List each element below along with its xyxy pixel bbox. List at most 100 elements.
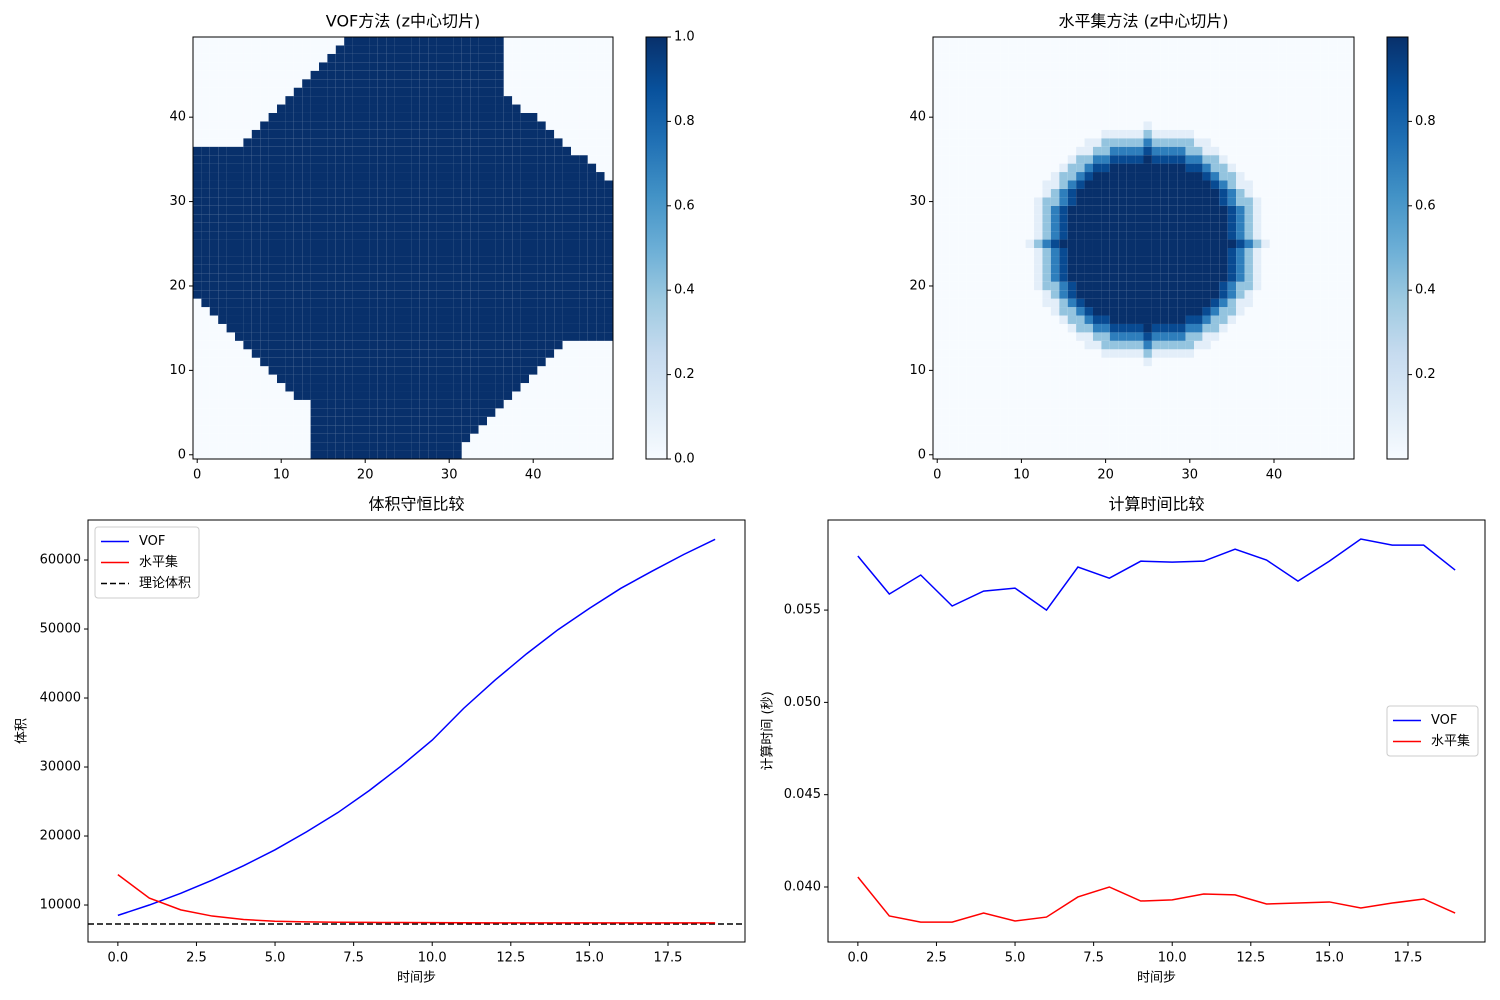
heatmap-cell xyxy=(571,239,580,248)
heatmap-cell xyxy=(1025,45,1035,54)
heatmap-cell xyxy=(1000,332,1009,341)
heatmap-cell xyxy=(344,256,353,265)
heatmap-cell xyxy=(218,264,227,274)
heatmap-cell xyxy=(554,129,563,139)
heatmap-cell xyxy=(1303,239,1312,248)
heatmap-cell xyxy=(1143,290,1152,299)
heatmap-cell xyxy=(495,307,504,316)
heatmap-cell xyxy=(975,121,984,130)
heatmap-cell xyxy=(209,433,219,443)
heatmap-cell xyxy=(512,307,521,316)
heatmap-cell xyxy=(1252,45,1262,54)
heatmap-cell xyxy=(377,87,387,97)
heatmap-cell xyxy=(503,155,513,164)
heatmap-cell xyxy=(1101,332,1110,341)
heatmap-cell xyxy=(1303,408,1312,417)
heatmap-cell xyxy=(268,53,277,63)
heatmap-cell xyxy=(445,37,454,46)
heatmap-cell xyxy=(1160,146,1169,156)
heatmap-cell xyxy=(1034,70,1043,80)
heatmap-cell xyxy=(487,366,496,375)
heatmap-cell xyxy=(436,37,445,46)
heatmap-cell xyxy=(1177,231,1186,240)
heatmap-cell xyxy=(453,138,462,147)
heatmap-cell xyxy=(361,129,370,139)
heatmap-cell xyxy=(1311,307,1321,316)
heatmap-cell xyxy=(1042,180,1051,189)
heatmap-cell xyxy=(1168,442,1178,451)
heatmap-cell xyxy=(1168,340,1178,350)
heatmap-cell xyxy=(1126,231,1136,240)
heatmap-cell xyxy=(1177,307,1186,316)
heatmap-cell xyxy=(537,155,546,164)
heatmap-cell xyxy=(1067,433,1077,443)
heatmap-cell xyxy=(1320,112,1329,122)
heatmap-cell xyxy=(958,433,967,443)
heatmap-cell xyxy=(445,62,454,71)
heatmap-cell xyxy=(941,214,950,223)
heatmap-cell xyxy=(1008,188,1018,198)
heatmap-cell xyxy=(352,62,361,71)
heatmap-cell xyxy=(1126,399,1136,409)
heatmap-cell xyxy=(975,425,984,434)
heatmap-cell xyxy=(1143,298,1152,308)
heatmap-cell xyxy=(453,37,462,46)
heatmap-cell xyxy=(344,248,353,257)
heatmap-cell xyxy=(403,222,412,232)
heatmap-cell xyxy=(941,138,950,147)
heatmap-cell xyxy=(293,188,303,198)
heatmap-cell xyxy=(235,37,244,46)
heatmap-cell xyxy=(327,340,336,350)
heatmap-cell xyxy=(529,239,538,248)
heatmap-cell xyxy=(975,62,984,71)
heatmap-cell xyxy=(419,273,429,282)
heatmap-cell xyxy=(361,138,370,147)
heatmap-cell xyxy=(571,399,580,409)
heatmap-cell xyxy=(1236,231,1245,240)
heatmap-cell xyxy=(1269,374,1279,384)
heatmap-cell xyxy=(1000,357,1009,367)
heatmap-cell xyxy=(218,239,227,248)
heatmap-cell xyxy=(529,87,538,97)
heatmap-cell xyxy=(1177,391,1186,400)
heatmap-cell xyxy=(562,172,571,181)
heatmap-cell xyxy=(251,332,261,341)
heatmap-cell xyxy=(1210,62,1220,71)
heatmap-cell xyxy=(1185,239,1195,248)
heatmap-cell xyxy=(411,399,420,409)
heatmap-cell xyxy=(1025,53,1035,63)
heatmap-cell xyxy=(966,188,976,198)
heatmap-cell xyxy=(579,112,588,122)
heatmap-cell xyxy=(503,374,513,384)
heatmap-cell xyxy=(991,62,1001,71)
heatmap-cell xyxy=(1092,87,1102,97)
heatmap-cell xyxy=(411,366,420,375)
heatmap-cell xyxy=(319,298,328,308)
heatmap-cell xyxy=(403,180,412,189)
heatmap-cell xyxy=(512,155,521,164)
heatmap-cell xyxy=(403,416,412,426)
heatmap-cell xyxy=(579,383,588,392)
heatmap-cell xyxy=(1008,408,1018,417)
heatmap-cell xyxy=(545,62,555,71)
heatmap-cell xyxy=(394,222,403,232)
heatmap-cell xyxy=(327,298,336,308)
heatmap-cell xyxy=(335,408,345,417)
heatmap-cell xyxy=(596,290,605,299)
heatmap-cell xyxy=(1227,264,1237,274)
heatmap-cell xyxy=(579,298,588,308)
heatmap-cell xyxy=(478,315,487,324)
heatmap-cell xyxy=(1109,53,1119,63)
heatmap-cell xyxy=(209,374,219,384)
heatmap-cell xyxy=(201,391,210,400)
heatmap-cell xyxy=(596,180,605,189)
heatmap-cell xyxy=(537,205,546,215)
heatmap-cell xyxy=(503,323,513,333)
heatmap-cell xyxy=(1252,70,1262,80)
heatmap-cell xyxy=(1042,307,1051,316)
heatmap-cell xyxy=(1320,79,1329,88)
heatmap-cell xyxy=(403,53,412,63)
heatmap-cell xyxy=(1143,214,1152,223)
heatmap-cell xyxy=(933,383,942,392)
heatmap-cell xyxy=(243,163,252,173)
